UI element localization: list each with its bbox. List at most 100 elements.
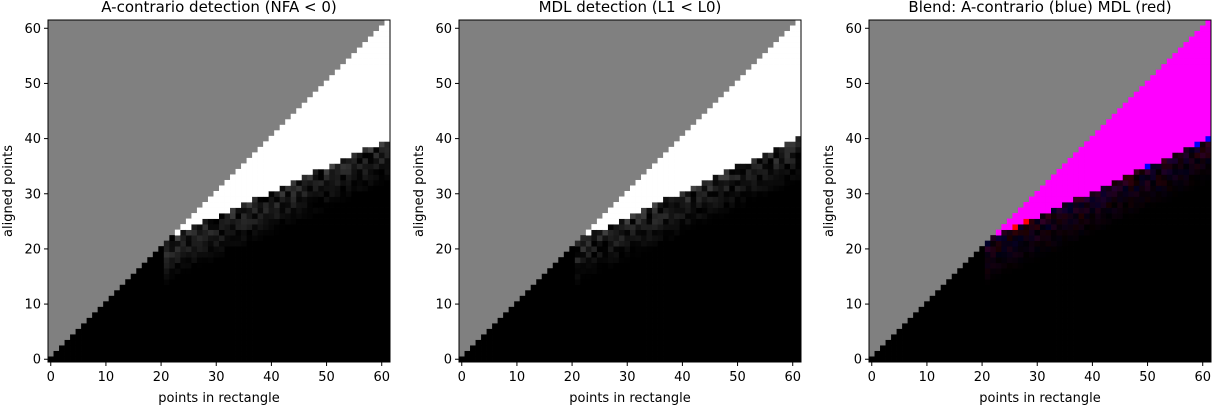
heatmap-cell <box>602 295 609 302</box>
heatmap-cell <box>918 339 925 346</box>
heatmap-cell <box>734 262 741 269</box>
heatmap-cell <box>1017 356 1024 363</box>
heatmap-cell <box>296 301 303 308</box>
heatmap-cell <box>70 350 76 357</box>
heatmap-cell <box>235 229 242 236</box>
heatmap-cell <box>618 312 625 319</box>
heatmap-cell <box>624 218 631 225</box>
heatmap-cell <box>880 356 886 363</box>
heatmap-cell <box>158 284 165 291</box>
heatmap-cell <box>86 323 93 330</box>
heatmap-cell <box>902 356 908 363</box>
heatmap-cell <box>323 284 330 291</box>
heatmap-cell <box>541 273 548 280</box>
heatmap-cell <box>169 290 176 297</box>
heatmap-cell <box>1073 251 1079 258</box>
heatmap-cell <box>751 284 758 291</box>
heatmap-cell <box>334 257 341 264</box>
heatmap-cell <box>340 334 347 341</box>
heatmap-cell <box>962 284 969 291</box>
heatmap-cell <box>712 102 719 109</box>
heatmap-cell <box>367 179 374 186</box>
heatmap-cell <box>762 157 769 164</box>
heatmap-cell <box>323 163 330 170</box>
heatmap-cell <box>984 268 991 275</box>
heatmap-cell <box>569 290 576 297</box>
heatmap-cell <box>740 91 747 98</box>
heatmap-cell <box>767 251 774 258</box>
heatmap-cell <box>329 119 336 126</box>
heatmap-cell <box>329 75 336 82</box>
heatmap-cell <box>635 179 642 186</box>
heatmap-cell <box>230 213 236 219</box>
heatmap-cell <box>92 345 98 352</box>
heatmap-cell <box>1062 356 1068 363</box>
heatmap-cell <box>362 328 369 335</box>
heatmap-cell <box>1006 350 1013 357</box>
heatmap-cell <box>285 328 292 335</box>
heatmap-cell <box>745 168 752 175</box>
heatmap-cell <box>252 163 258 170</box>
heatmap-cell <box>345 64 352 70</box>
heatmap-cell <box>312 328 319 335</box>
heatmap-cell <box>1034 317 1041 324</box>
heatmap-cell <box>191 213 198 219</box>
heatmap-cell <box>740 130 747 137</box>
heatmap-cell <box>789 119 796 126</box>
heatmap-cell <box>674 350 680 357</box>
heatmap-cell <box>729 273 736 280</box>
heatmap-cell <box>657 213 664 219</box>
heatmap-cell <box>224 213 231 219</box>
heatmap-cell <box>323 306 330 313</box>
heatmap-cell <box>1040 240 1046 247</box>
heatmap-cell <box>773 306 780 313</box>
heatmap-cell <box>657 240 664 247</box>
heatmap-cell <box>169 284 176 291</box>
heatmap-cell <box>784 91 791 98</box>
heatmap-cell <box>136 301 143 308</box>
heatmap-cell <box>784 295 791 302</box>
heatmap-cell <box>613 213 620 219</box>
heatmap-cell <box>147 273 154 280</box>
heatmap-cell <box>773 328 780 335</box>
heatmap-cell <box>318 235 325 241</box>
heatmap-cell <box>795 345 802 352</box>
heatmap-cell <box>252 224 258 230</box>
heatmap-cell <box>147 323 154 330</box>
heatmap-cell <box>279 317 286 324</box>
heatmap-cell <box>973 273 980 280</box>
heatmap-cell <box>224 218 231 225</box>
heatmap-cell <box>103 312 110 319</box>
heatmap-cell <box>279 312 286 319</box>
heatmap-cell <box>318 257 325 264</box>
heatmap-cell <box>773 141 780 148</box>
heatmap-cell <box>613 295 620 302</box>
heatmap-cell <box>373 75 380 82</box>
heatmap-cell <box>257 157 264 164</box>
heatmap-cell <box>130 334 137 341</box>
heatmap-cell <box>756 141 763 148</box>
heatmap-cell <box>219 356 225 363</box>
heatmap-cell <box>536 290 543 297</box>
heatmap-cell <box>174 229 181 236</box>
heatmap-cell <box>252 284 258 291</box>
heatmap-cell <box>263 328 269 335</box>
heatmap-cell <box>246 339 253 346</box>
heatmap-cell <box>756 185 763 192</box>
heatmap-cell <box>70 339 76 346</box>
heatmap-cell <box>1100 179 1107 186</box>
heatmap-cell <box>569 273 576 280</box>
heatmap-cell <box>185 257 192 264</box>
heatmap-cell <box>718 108 725 115</box>
heatmap-cell <box>563 251 570 258</box>
heatmap-cell <box>323 290 330 297</box>
heatmap-cell <box>707 262 714 269</box>
heatmap-cell <box>191 306 198 313</box>
heatmap-cell <box>552 262 559 269</box>
heatmap-cell <box>767 179 774 186</box>
heatmap-cell <box>312 152 319 159</box>
heatmap-cell <box>756 119 763 126</box>
heatmap-cell <box>318 191 325 197</box>
heatmap-cell <box>789 58 796 65</box>
heatmap-cell <box>1106 323 1113 330</box>
